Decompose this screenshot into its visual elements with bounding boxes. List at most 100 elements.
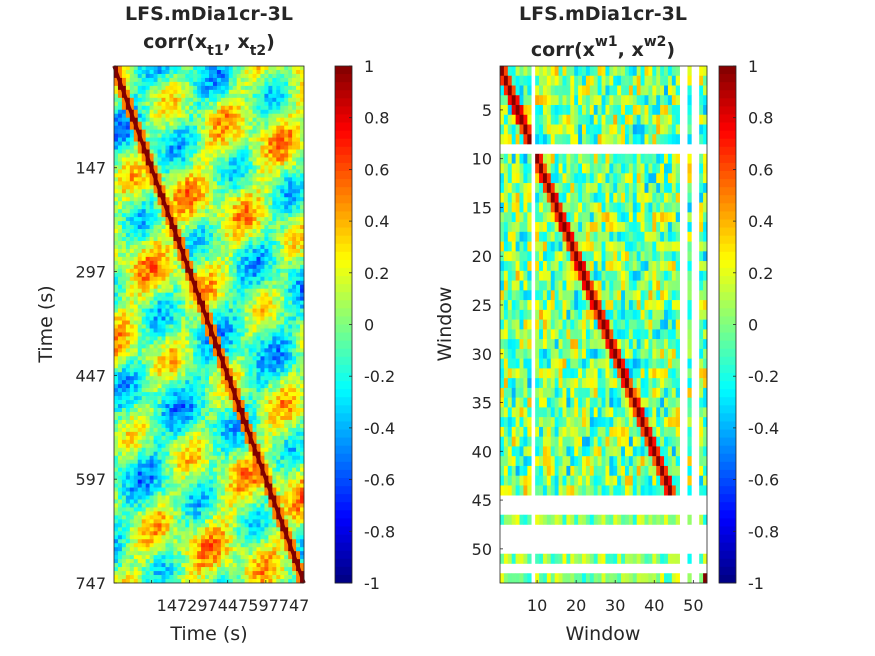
left-heatmap-cell xyxy=(141,113,146,118)
left-heatmap-cell xyxy=(252,324,257,329)
left-heatmap-cell xyxy=(272,368,277,373)
left-heatmap-cell xyxy=(117,113,123,118)
left-heatmap-cell xyxy=(216,419,222,425)
left-heatmap-cell xyxy=(185,209,190,214)
left-heatmap-cell xyxy=(272,415,277,421)
left-heatmap-cell xyxy=(165,300,170,305)
left-heatmap-cell xyxy=(224,93,230,99)
left-heatmap-cell xyxy=(177,97,182,103)
left-heatmap-cell xyxy=(153,356,158,361)
left-heatmap-cell xyxy=(252,66,257,71)
left-heatmap-cell xyxy=(117,157,123,162)
left-heatmap-cell xyxy=(212,419,218,425)
left-heatmap-cell xyxy=(133,117,139,122)
left-heatmap-cell xyxy=(224,189,230,194)
left-heatmap-cell xyxy=(117,252,123,258)
left-heatmap-cell xyxy=(189,292,194,297)
left-heatmap-cell xyxy=(185,69,190,75)
left-heatmap-cell xyxy=(288,284,293,290)
left-heatmap-cell xyxy=(276,463,281,468)
left-heatmap-cell xyxy=(240,121,245,126)
left-heatmap-cell xyxy=(173,89,178,95)
left-heatmap-cell xyxy=(177,133,182,138)
left-heatmap-cell xyxy=(165,435,170,441)
left-heatmap-cell xyxy=(205,105,210,111)
left-heatmap-cell xyxy=(114,467,119,472)
left-heatmap-cell xyxy=(288,248,293,254)
left-heatmap-cell xyxy=(276,415,281,421)
left-heatmap-cell xyxy=(141,475,146,480)
left-heatmap-cell xyxy=(288,97,293,103)
left-heatmap-cell xyxy=(149,272,154,278)
left-heatmap-cell xyxy=(125,419,131,425)
left-heatmap-cell xyxy=(260,105,265,111)
left-heatmap-cell xyxy=(212,348,218,353)
left-heatmap-cell xyxy=(300,443,305,449)
left-heatmap-cell xyxy=(292,396,297,401)
left-heatmap-cell xyxy=(244,443,249,449)
left-heatmap-cell xyxy=(296,252,301,258)
left-heatmap-cell xyxy=(117,268,123,274)
left-heatmap-cell xyxy=(248,117,253,122)
left-heatmap-cell xyxy=(125,423,131,429)
left-heatmap-cell xyxy=(288,316,293,321)
left-heatmap-cell xyxy=(276,109,281,115)
left-heatmap-cell xyxy=(149,185,154,190)
left-heatmap-cell xyxy=(161,427,166,433)
left-heatmap-cell xyxy=(205,81,210,87)
left-heatmap-cell xyxy=(177,221,182,226)
left-heatmap-cell xyxy=(224,197,230,202)
left-heatmap-cell xyxy=(161,105,166,111)
left-heatmap-cell xyxy=(268,248,273,254)
left-heatmap-cell xyxy=(224,384,230,389)
left-heatmap-cell xyxy=(133,73,139,79)
left-heatmap-cell xyxy=(244,292,249,297)
left-heatmap-cell xyxy=(296,352,301,357)
left-heatmap-cell xyxy=(157,93,162,99)
left-heatmap-cell xyxy=(252,392,257,397)
left-heatmap-cell xyxy=(181,388,186,393)
left-heatmap-cell xyxy=(212,439,218,445)
left-heatmap-cell xyxy=(212,77,218,83)
left-heatmap-cell xyxy=(292,125,297,130)
left-heatmap-cell xyxy=(169,264,174,270)
left-heatmap-cell xyxy=(197,328,202,333)
left-heatmap-cell xyxy=(185,217,190,222)
left-heatmap-cell xyxy=(125,221,131,226)
left-heatmap-cell xyxy=(133,419,139,425)
left-heatmap-cell xyxy=(145,463,150,468)
left-heatmap-cell xyxy=(153,260,158,266)
left-heatmap-cell xyxy=(173,217,178,222)
left-heatmap-cell xyxy=(185,105,190,111)
left-heatmap-cell xyxy=(292,213,297,218)
left-heatmap-cell xyxy=(272,280,277,286)
left-heatmap-cell xyxy=(153,157,158,162)
left-heatmap-cell xyxy=(129,229,135,234)
left-heatmap-cell xyxy=(240,205,245,210)
left-heatmap-cell xyxy=(220,201,226,206)
left-heatmap-cell xyxy=(252,85,257,91)
left-heatmap-cell xyxy=(133,240,139,246)
left-heatmap-cell xyxy=(232,376,238,381)
left-heatmap-cell xyxy=(284,97,289,103)
left-heatmap-cell xyxy=(209,356,214,361)
left-heatmap-cell xyxy=(129,97,135,103)
left-heatmap-cell xyxy=(157,153,162,158)
left-heatmap-cell xyxy=(197,423,202,429)
left-heatmap-cell xyxy=(288,447,293,453)
left-heatmap-cell xyxy=(121,435,127,441)
left-heatmap-cell xyxy=(300,145,305,150)
left-heatmap-cell xyxy=(121,380,127,385)
left-heatmap-cell xyxy=(272,141,277,146)
left-heatmap-cell xyxy=(232,276,238,282)
left-heatmap-cell xyxy=(125,288,131,293)
left-heatmap-cell xyxy=(284,77,289,83)
left-heatmap-cell xyxy=(224,348,230,353)
left-heatmap-cell xyxy=(177,292,182,297)
left-heatmap-cell xyxy=(181,372,186,377)
left-heatmap-cell xyxy=(129,300,135,305)
left-heatmap-cell xyxy=(248,415,253,421)
left-heatmap-cell xyxy=(224,272,230,278)
left-heatmap-cell xyxy=(133,85,139,91)
left-heatmap-cell xyxy=(149,332,154,337)
